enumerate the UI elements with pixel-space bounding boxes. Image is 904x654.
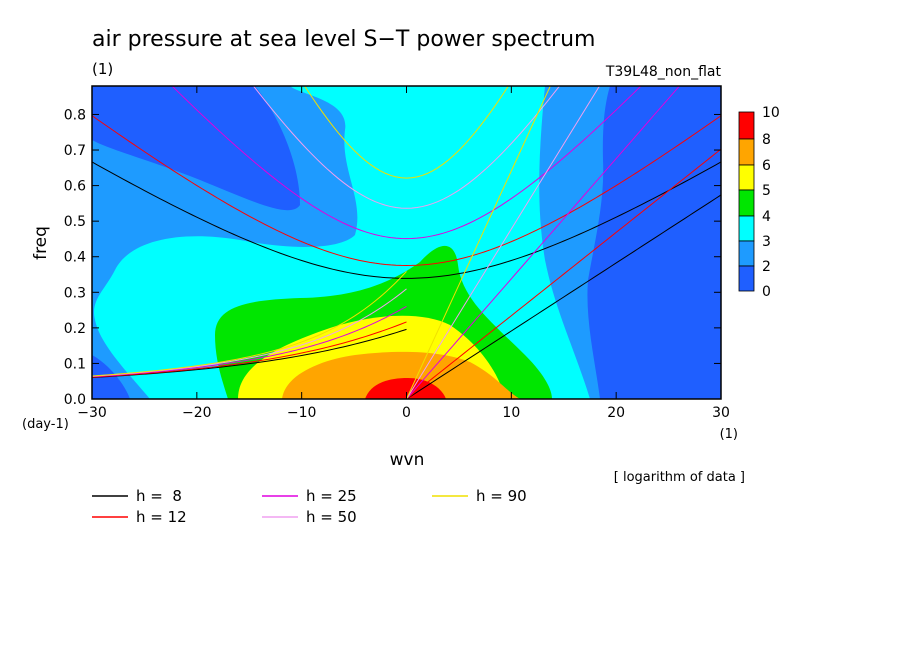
contour-low-southwest [92,355,130,399]
y-tick-label: 0.1 [64,356,86,372]
x-tick-label: 10 [502,405,520,421]
colorbar-swatch [738,189,755,217]
x-unit-label: (1) [720,427,738,442]
y-axis: 0.0 0.1 0.2 0.3 0.4 0.5 0.6 0.7 0.8 [64,107,721,408]
x-axis-label: wvn [390,450,425,470]
dispersion-curves [92,86,721,399]
inertia-gravity-curve [92,115,721,266]
x-tick-label: −10 [287,405,317,421]
colorbar-label: 3 [762,234,771,250]
y-tick-label: 0.5 [64,214,86,230]
inertia-gravity-curve [252,86,561,209]
y-tick-label: 0.3 [64,285,86,301]
legend-label: h = 50 [306,508,357,526]
mrg-wave-curve [92,321,407,378]
run-label: T39L48_non_flat [605,64,722,80]
kelvin-wave-curve [406,86,551,399]
colorbar-label: 2 [762,259,771,275]
x-tick-label: 20 [607,405,625,421]
colorbar-swatch [738,240,755,267]
x-tick-label: 0 [402,405,411,421]
y-tick-label: 0.6 [64,179,86,195]
mrg-wave-curve [92,328,407,378]
colorbar-swatch [738,164,755,191]
colorbar-label: 0 [762,284,771,300]
plot-area [92,86,721,399]
inertia-gravity-curve [304,86,509,179]
data-note: [ logarithm of data ] [614,470,745,485]
colorbar-label: 4 [762,209,771,225]
x-tick-label: −30 [77,405,107,421]
mrg-wave-curve [92,271,407,377]
kelvin-wave-curve [406,148,721,399]
legend-label: h = 25 [306,487,357,505]
y-tick-label: 0.7 [64,143,86,159]
y-tick-label: 0.8 [64,107,86,123]
y-tick-label: 0.2 [64,321,86,337]
kelvin-wave-curve [406,86,601,399]
colorbar-swatch [738,138,755,166]
x-tick-label: 30 [712,405,730,421]
chart-title: air pressure at sea level S−T power spec… [92,27,595,52]
colorbar-swatch [738,265,755,292]
contour-low-northwest [92,86,300,211]
kelvin-wave-curve [406,194,721,399]
y-tick-label: 0.4 [64,250,86,266]
y-axis-label: freq [31,226,51,260]
contour-low-east [587,86,721,399]
colorbar-label: 10 [762,105,780,121]
y-unit-label: (day-1) [22,417,69,432]
y-tick-label: 0.0 [64,392,86,408]
title-unit: (1) [92,60,113,78]
legend: h = 8 h = 12 h = 25 h = 50 h = 90 [92,487,527,526]
mrg-wave-curve [92,305,407,378]
colorbar: 10 8 6 5 4 3 2 0 [738,105,780,300]
colorbar-label: 6 [762,158,771,174]
inertia-gravity-curve [92,161,721,279]
kelvin-wave-curve [406,86,681,399]
inertia-gravity-curve [171,86,642,240]
x-axis: −30 −20 −10 0 10 20 30 [77,86,730,421]
colorbar-swatch [738,111,755,140]
legend-label: h = 12 [136,508,187,526]
legend-label: h = 90 [476,487,527,505]
colorbar-label: 5 [762,183,771,199]
legend-label: h = 8 [136,487,182,505]
colorbar-label: 8 [762,132,771,148]
colorbar-swatch [738,215,755,242]
x-tick-label: −20 [182,405,212,421]
